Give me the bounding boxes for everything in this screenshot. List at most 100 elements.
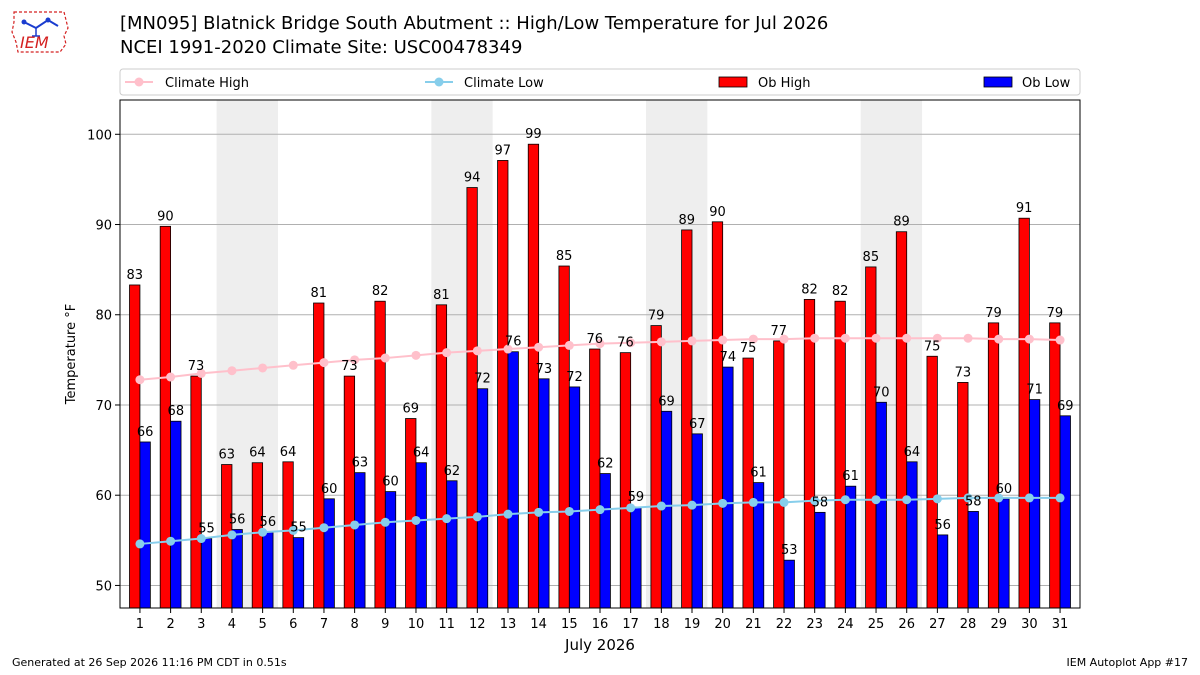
- ob-high-label: 83: [126, 268, 143, 283]
- ob-high-bar: [619, 352, 632, 609]
- legend-climate-low-label: Climate Low: [464, 76, 544, 91]
- x-tick-label: 17: [622, 617, 639, 632]
- ob-low-bar: [722, 366, 734, 609]
- x-tick-label: 18: [653, 617, 670, 632]
- ob-low-bar: [384, 491, 397, 609]
- x-tick-label: 16: [592, 617, 609, 632]
- climate-high-point: [472, 346, 482, 356]
- ob-low-bar: [967, 511, 979, 609]
- climate-high-point: [748, 334, 758, 344]
- climate-high-point: [687, 336, 697, 346]
- ob-high-label: 82: [372, 284, 389, 299]
- legend-ob-high-swatch: [718, 76, 748, 88]
- climate-high-point: [779, 334, 789, 344]
- y-tick-label: 60: [95, 489, 112, 504]
- ob-high-bar: [589, 348, 601, 609]
- ob-high-label: 75: [924, 339, 941, 354]
- ob-low-label: 61: [750, 466, 767, 481]
- ob-low-bar: [507, 351, 519, 609]
- climate-high-point: [227, 366, 237, 376]
- x-tick-label: 4: [228, 617, 236, 632]
- climate-low-point: [871, 495, 881, 505]
- x-tick-label: 12: [469, 617, 486, 632]
- ob-high-bar: [742, 357, 754, 609]
- x-tick-label: 31: [1052, 617, 1069, 632]
- ob-high-label: 64: [249, 446, 266, 461]
- ob-low-label: 74: [720, 350, 737, 365]
- ob-high-label: 64: [280, 445, 297, 460]
- ob-high-label: 85: [863, 250, 880, 265]
- legend-box: [119, 68, 1081, 96]
- climate-low-point: [258, 527, 268, 537]
- legend-ob-low-swatch: [983, 76, 1013, 88]
- climate-high-point: [840, 333, 850, 343]
- climate-high-point: [932, 333, 942, 343]
- climate-high-point: [871, 333, 881, 343]
- ob-high-label: 69: [402, 402, 419, 417]
- climate-high-point: [718, 335, 728, 345]
- climate-low-point: [994, 493, 1004, 503]
- ob-low-bar: [292, 537, 305, 609]
- legend-climate-high-marker: [134, 77, 144, 87]
- climate-high-point: [411, 350, 421, 360]
- climate-high-point: [963, 333, 973, 343]
- x-tick-label: 19: [684, 617, 701, 632]
- ob-low-bar: [844, 485, 857, 609]
- x-tick-label: 2: [166, 617, 174, 632]
- generated-timestamp: Generated at 26 Sep 2026 11:16 PM CDT in…: [12, 656, 287, 669]
- ob-low-bar: [875, 401, 887, 609]
- x-tick-label: 7: [320, 617, 328, 632]
- climate-low-point: [1024, 493, 1034, 503]
- legend-climate-low-marker: [434, 77, 444, 87]
- climate-high-point: [1055, 335, 1065, 345]
- y-tick-label: 70: [95, 399, 112, 414]
- ob-low-bar: [170, 420, 182, 609]
- climate-low-point: [227, 530, 237, 540]
- climate-low-point: [288, 525, 298, 535]
- ob-low-bar: [998, 498, 1010, 609]
- climate-low-point: [656, 501, 666, 511]
- y-tick-label: 100: [87, 128, 112, 143]
- data-labels: 83 66 90 68 73 55 63 56 64 56 64 55 81 60 73 63 82 60 69 64…: [126, 127, 1073, 558]
- ob-high-bar: [466, 187, 478, 609]
- ob-low-bar: [354, 472, 366, 609]
- ob-low-label: 64: [413, 446, 430, 461]
- climate-low-point: [718, 498, 728, 508]
- chart-subtitle: NCEI 1991-2020 Climate Site: USC00478349: [120, 37, 523, 58]
- ob-low-label: 64: [904, 445, 921, 460]
- legend-climate-high-label: Climate High: [165, 76, 249, 91]
- legend-ob-low-label: Ob Low: [1022, 76, 1071, 91]
- ob-low-bar: [691, 433, 703, 609]
- ob-low-label: 72: [566, 370, 583, 385]
- ob-high-bar: [558, 265, 570, 609]
- ob-high-bar: [895, 231, 908, 609]
- climate-low-point: [166, 536, 176, 546]
- climate-high-point: [564, 340, 574, 350]
- x-tick-label: 14: [530, 617, 547, 632]
- ob-low-bar: [231, 529, 243, 609]
- climate-low-point: [503, 509, 513, 519]
- ob-low-label: 56: [229, 512, 246, 527]
- climate-low-point: [411, 515, 421, 525]
- x-axis-label: July 2026: [564, 636, 635, 654]
- ob-low-bar: [783, 559, 795, 609]
- climate-low-point: [1055, 493, 1065, 503]
- ob-high-label: 73: [341, 359, 358, 374]
- ob-low-label: 58: [965, 494, 982, 509]
- x-tick-label: 24: [837, 617, 854, 632]
- ob-high-bar: [803, 299, 816, 609]
- ob-low-label: 70: [873, 385, 890, 400]
- climate-low-point: [963, 493, 973, 503]
- x-tick-label: 3: [197, 617, 205, 632]
- ob-low-label: 60: [321, 482, 338, 497]
- ob-low-label: 66: [137, 425, 154, 440]
- ob-high-bar: [1049, 322, 1061, 609]
- climate-high-point: [380, 353, 390, 363]
- ob-low-bar: [936, 534, 949, 609]
- y-tick-label: 50: [95, 579, 112, 594]
- climate-low-point: [380, 517, 390, 527]
- ob-high-bar: [313, 302, 325, 609]
- x-tick-label: 10: [408, 617, 425, 632]
- ob-high-label: 81: [310, 286, 327, 301]
